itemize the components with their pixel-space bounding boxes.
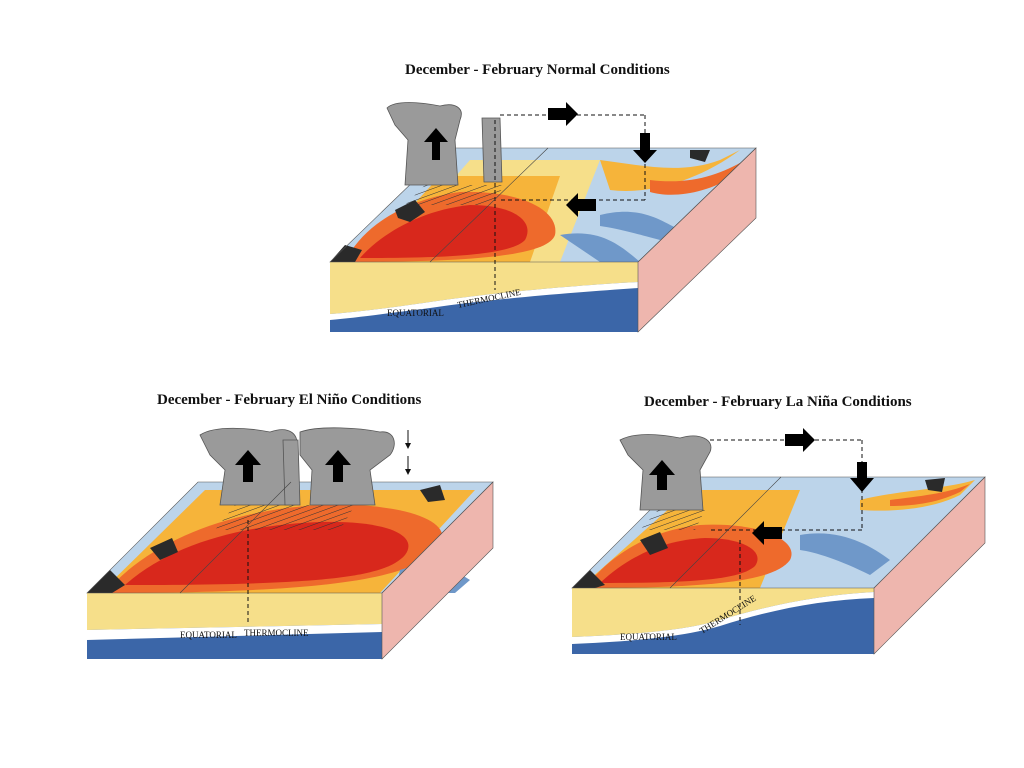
- normal-upper-east-arrow: [548, 102, 578, 126]
- lanina-land-west: [572, 570, 605, 588]
- elnino-rising-air-arrow-west: [235, 450, 261, 482]
- lanina-island: [640, 532, 668, 555]
- normal-conditions-title: December - February Normal Conditions: [405, 62, 670, 78]
- elnino-island: [150, 538, 178, 560]
- lanina-land-east: [925, 478, 945, 492]
- lanina-cross-section: [572, 588, 874, 654]
- elnino-rainfall-hatch: [215, 505, 355, 530]
- normal-land-west: [330, 245, 362, 262]
- elnino-rising-air-arrow-east: [325, 450, 351, 482]
- elnino-land-east: [420, 485, 445, 502]
- normal-cross-section: [330, 262, 638, 332]
- elnino-convection-cloud-east: [299, 427, 395, 506]
- lanina-thermocline-label-1: EQUATORIAL: [620, 632, 677, 642]
- normal-rainfall-hatch: [405, 185, 505, 205]
- lanina-rising-air-arrow: [649, 460, 675, 490]
- normal-gridline: [429, 147, 549, 263]
- lanina-gridline: [669, 476, 782, 589]
- elnino-land-west: [87, 570, 125, 593]
- normal-island: [395, 200, 425, 222]
- lanina-upper-east-arrow: [785, 428, 815, 452]
- normal-sinking-arrow: [633, 133, 657, 163]
- lanina-conditions-panel: EQUATORIAL THERMOCLINE: [571, 428, 986, 655]
- elnino-small-cloud: [282, 439, 301, 506]
- lanina-rainfall-hatch: [640, 510, 705, 530]
- normal-small-cloud: [481, 117, 503, 183]
- lanina-conditions-title: December - February La Niña Conditions: [644, 394, 912, 410]
- normal-thermocline-label-1: EQUATORIAL: [387, 308, 444, 318]
- normal-rising-air-arrow: [424, 128, 448, 160]
- normal-trade-wind-arrow: [566, 193, 596, 217]
- elnino-thermocline-label-2: THERMOCLINE: [244, 628, 309, 638]
- elnino-vertical-motion: [247, 430, 411, 625]
- normal-conditions-panel: EQUATORIAL THERMOCLINE: [329, 102, 757, 333]
- lanina-sinking-arrow: [850, 462, 874, 492]
- elnino-conditions-panel: EQUATORIAL THERMOCLINE: [86, 427, 494, 660]
- normal-convection-cloud: [386, 102, 462, 186]
- normal-land-east: [690, 150, 710, 162]
- elnino-cross-section: [87, 593, 382, 659]
- elnino-thermocline-label-1: EQUATORIAL: [180, 630, 237, 640]
- elnino-conditions-title: December - February El Niño Conditions: [157, 392, 422, 408]
- lanina-trade-wind-arrow: [752, 521, 782, 545]
- elnino-gridline: [179, 481, 292, 594]
